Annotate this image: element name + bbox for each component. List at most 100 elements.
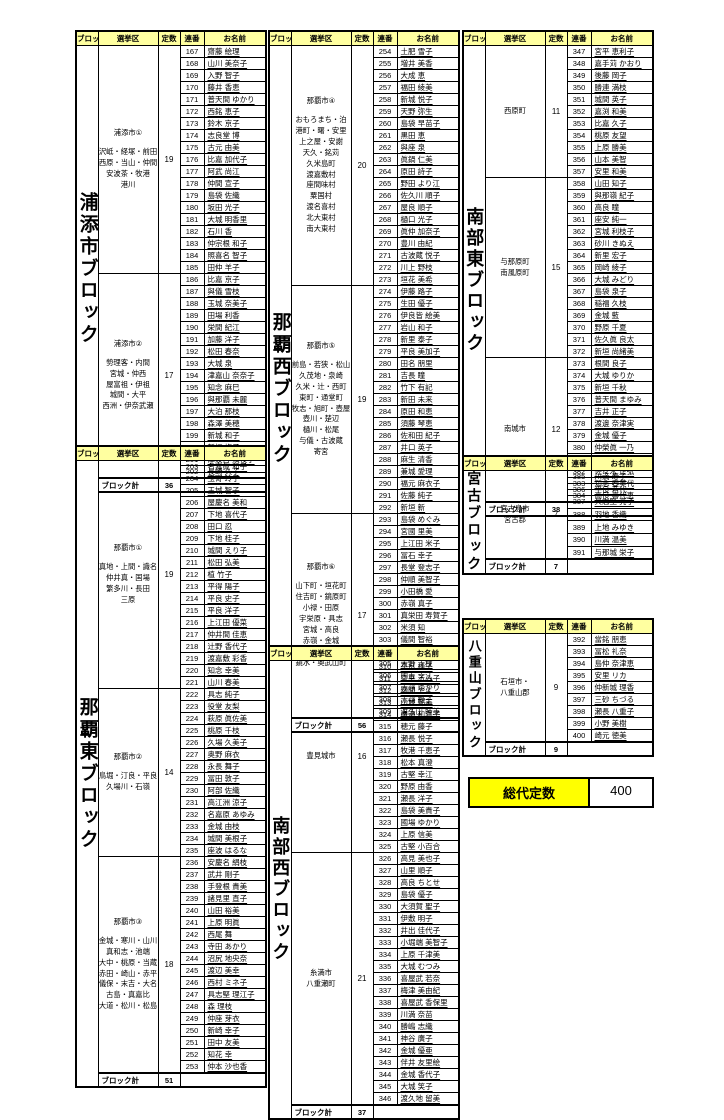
member-number: 259 (372, 105, 398, 118)
member-name: 島袋 早苗子 (396, 117, 460, 130)
member-number: 323 (372, 816, 398, 829)
column-header: ブロック (462, 618, 486, 634)
member-row: 八重山ブロック 石垣市・ 八重山郡 9 392 當銘 朋恵 (462, 633, 654, 757)
member-row: 375 新垣 千秋 (463, 381, 654, 394)
member-name: 平良 桂子 (396, 660, 460, 673)
member-number: 188 (179, 297, 205, 310)
member-row: 172 西銘 恵子 (76, 105, 267, 118)
member-row: 275 生田 優子 (269, 297, 460, 310)
district-cell: 那覇市④ おもろまち・泊 港町・曙・安里 上之屋・安謝 天久・銘苅 久米島町 渡嘉敷村 座間味… (290, 45, 352, 286)
district-area: 三原 (120, 594, 136, 604)
member-name: 小野 美樹 (590, 717, 654, 730)
member-name: 嶺間 やよ (396, 684, 460, 697)
member-name: 大城 泉 (203, 357, 267, 370)
district-area: 八重山郡 (500, 687, 530, 697)
member-number: 218 (179, 640, 205, 653)
member-number: 261 (372, 129, 398, 142)
member-row: 286 佐和田 紀子 (269, 429, 460, 442)
member-number: 293 (372, 513, 398, 526)
member-number: 186 (179, 273, 205, 286)
column-header: ブロック (268, 645, 292, 661)
district-area: 与儀・古波蔵 (299, 436, 343, 446)
member-name: 森澤 美穂 (203, 417, 267, 430)
district-area: 東町・通堂町 (299, 392, 343, 402)
member-number: 209 (179, 532, 205, 545)
district-area: 壺川・楚辺 (302, 414, 340, 424)
member-number: 221 (179, 676, 205, 689)
member-number: 233 (179, 820, 205, 833)
grand-total-banner: 総代定数 400 (468, 777, 654, 808)
block-table-urasoe: ブロック選挙区定数連番お名前浦添市ブロック浦添市①沢岻・経塚・前田西原・当山・仲… (75, 30, 267, 493)
member-number: 196 (179, 393, 205, 406)
member-name: 渡邊 奈津実 (590, 417, 654, 430)
district-area: 与那原町 (500, 256, 530, 266)
district-area: 八重瀬町 (306, 978, 336, 988)
member-number: 388 (566, 507, 592, 522)
seats-count: 14 (157, 688, 181, 857)
member-number: 357 (566, 165, 592, 178)
member-name: 増井 美香 (396, 57, 460, 70)
member-number: 230 (179, 784, 205, 797)
member-name: 山川 春美 (203, 676, 267, 689)
district-area: 繁多川・長田 (106, 583, 150, 593)
member-number: 348 (566, 57, 592, 70)
member-name: 伊敷 明子 (396, 912, 460, 925)
district-area: 港町・曙・安里 (295, 125, 347, 135)
member-row: 264 原田 詩子 (269, 165, 460, 178)
seats-count: 11 (544, 45, 568, 178)
member-number: 247 (179, 988, 205, 1001)
member-number: 290 (372, 477, 398, 490)
column-header: 定数 (157, 445, 181, 461)
member-name: 兼城 愛理 (396, 465, 460, 478)
member-row: 316 瀬長 悦子 (269, 732, 460, 745)
member-number: 380 (566, 441, 592, 454)
member-row: 219 渡嘉敷 彩香 (76, 652, 267, 665)
member-name: 新崎 幸子 (203, 1024, 267, 1037)
member-name: 原田 和恵 (396, 405, 460, 418)
member-name: 具志 純子 (203, 688, 267, 701)
member-number: 361 (566, 213, 592, 226)
column-header: ブロック (462, 30, 486, 46)
member-number: 212 (179, 568, 205, 581)
member-name: 知念 幸美 (203, 664, 267, 677)
member-name: 平良 若代 (590, 482, 654, 497)
member-number: 235 (179, 844, 205, 857)
district-area: 西原町 (504, 106, 526, 116)
member-number: 313 (372, 696, 398, 709)
member-name: 玉寄 玲子 (203, 472, 267, 485)
member-name: 寺田 あかり (203, 940, 267, 953)
member-number: 351 (566, 93, 592, 106)
member-row: 那覇市⑥山下町・垣花町住吉町・鏡原町小禄・田原宇栄原・具志宮城・高良赤嶺・金城安… (269, 513, 460, 719)
member-number: 312 (372, 684, 398, 697)
member-name: 阿武 尚江 (203, 165, 267, 178)
member-row: 207 下地 喜代子 (76, 508, 267, 521)
block-total-row: ブロック計 9 (463, 741, 654, 757)
block-total-row: ブロック計 37 (269, 1104, 460, 1120)
member-row: 398 瀬長 八重子 (463, 705, 654, 718)
member-name: 宮國 里美 (396, 525, 460, 538)
district-cell: 那覇市③ 金城・寒川・山川 真和志・池端 大中・桃原・当蔵 赤田・崎山・赤平 儀保・末吉・… (97, 856, 159, 1074)
column-header: 連番 (566, 618, 592, 634)
member-name: 伊藤 路子 (396, 285, 460, 298)
member-row: 浦添市ブロック 浦添市① 沢岻・経塚・前田 西原・当山・仲間 安波茶・牧港 港川 19 167… (75, 45, 267, 493)
member-number: 329 (372, 888, 398, 901)
member-row: 289 兼城 愛理 (269, 465, 460, 478)
member-number: 220 (179, 664, 205, 677)
member-number: 289 (372, 465, 398, 478)
member-number: 319 (372, 768, 398, 781)
member-name: 名嘉原 あゆみ (203, 808, 267, 821)
column-header: 定数 (157, 30, 181, 46)
member-name: 桃原 友望 (590, 129, 654, 142)
header-row: ブロック選挙区定数連番お名前 (268, 30, 460, 46)
member-name: 黒田 恵 (396, 129, 460, 142)
member-number: 231 (179, 796, 205, 809)
district-area: 南城市 (504, 424, 526, 434)
member-row: 399 小野 美樹 (463, 717, 654, 730)
member-number: 322 (372, 804, 398, 817)
member-number: 355 (566, 141, 592, 154)
member-row: 184 照喜名 智子 (76, 249, 267, 262)
member-number: 333 (372, 936, 398, 949)
column-header: 選挙区 (484, 30, 546, 46)
member-row: 255 増井 美香 (269, 57, 460, 70)
